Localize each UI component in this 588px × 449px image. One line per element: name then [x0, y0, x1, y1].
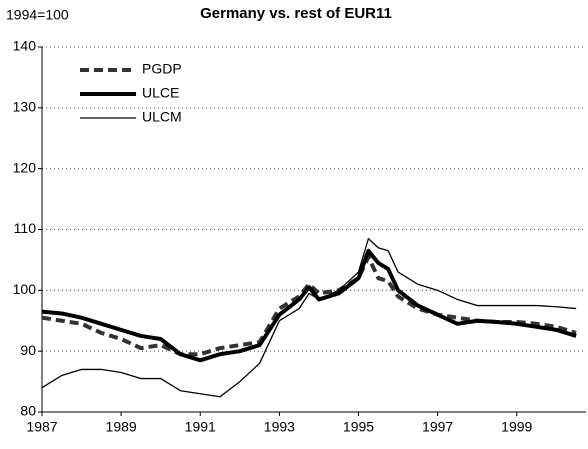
- x-tick-label: 1999: [501, 419, 532, 435]
- y-tick-label: 80: [20, 403, 36, 419]
- y-axis-label: 1994=100: [6, 7, 69, 23]
- legend-label: PGDP: [142, 61, 182, 77]
- x-tick-label: 1987: [26, 419, 57, 435]
- y-tick-label: 120: [13, 159, 37, 175]
- legend-label: ULCE: [142, 85, 179, 101]
- x-tick-label: 1995: [343, 419, 374, 435]
- chart-title: Germany vs. rest of EUR11: [200, 5, 392, 22]
- y-tick-label: 100: [13, 281, 37, 297]
- x-tick-label: 1993: [264, 419, 295, 435]
- y-tick-label: 140: [13, 38, 37, 54]
- y-tick-label: 90: [20, 342, 36, 358]
- y-tick-label: 110: [14, 220, 37, 236]
- x-tick-label: 1997: [422, 419, 453, 435]
- x-tick-label: 1989: [106, 419, 137, 435]
- series-line: [41, 237, 577, 398]
- y-tick-label: 130: [13, 99, 37, 115]
- x-tick-label: 1991: [185, 419, 216, 435]
- legend-label: ULCM: [142, 109, 182, 125]
